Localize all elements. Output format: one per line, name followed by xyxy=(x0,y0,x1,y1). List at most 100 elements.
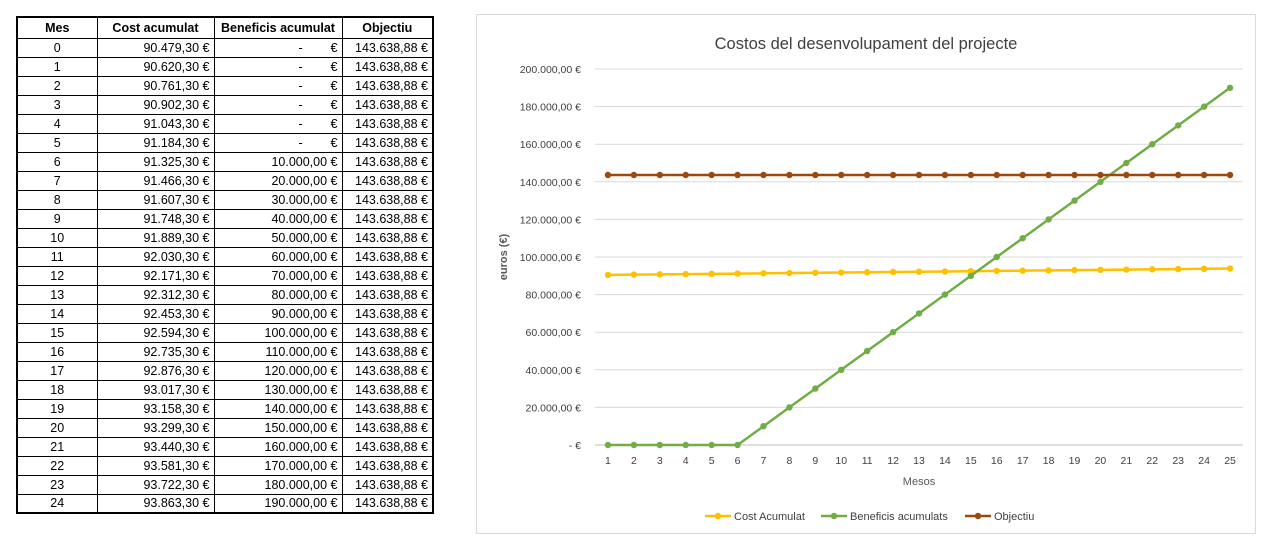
cell-beneficis-acumulat: 170.000,00 € xyxy=(213,455,343,476)
x-tick-label: 22 xyxy=(1146,455,1158,467)
data-point xyxy=(760,423,767,430)
cell-mes: 23 xyxy=(16,474,98,495)
cell-beneficis-acumulat: - € xyxy=(213,94,343,115)
data-point xyxy=(708,270,715,278)
data-point xyxy=(967,171,975,179)
cell-cost-acumulat: 92.171,30 € xyxy=(96,265,215,286)
data-point xyxy=(734,171,741,179)
cell-cost-acumulat: 91.184,30 € xyxy=(96,132,215,153)
cell-mes: 20 xyxy=(16,417,98,438)
cell-cost-acumulat: 91.607,30 € xyxy=(96,189,215,210)
data-point xyxy=(1200,265,1208,273)
table-row: 13 92.312,30 €80.000,00 €143.638,88 € xyxy=(16,284,434,305)
cell-mes: 8 xyxy=(16,189,98,210)
chart-area: Costos del desenvolupament del projecte … xyxy=(476,14,1256,534)
data-point xyxy=(1071,171,1078,179)
cell-cost-acumulat: 93.722,30 € xyxy=(96,474,215,495)
data-point xyxy=(967,272,975,279)
data-point xyxy=(708,441,715,449)
y-tick-label: 120.000,00 € xyxy=(520,214,581,226)
table-row: 10 91.889,30 €50.000,00 €143.638,88 € xyxy=(16,227,434,248)
euro-symbol: € xyxy=(330,78,338,93)
cell-mes: 3 xyxy=(16,94,98,115)
data-point xyxy=(734,441,741,449)
data-point xyxy=(656,271,663,278)
y-tick-label: - € xyxy=(569,440,581,452)
y-tick-label: 140.000,00 € xyxy=(520,177,581,189)
data-point xyxy=(604,441,612,449)
cell-cost-acumulat: 93.581,30 € xyxy=(96,455,215,476)
cell-objectiu: 143.638,88 € xyxy=(341,493,434,514)
data-point xyxy=(1226,265,1234,272)
cell-objectiu: 143.638,88 € xyxy=(341,417,434,438)
cell-objectiu: 143.638,88 € xyxy=(341,398,434,419)
series-beneficis-acumulats xyxy=(604,84,1234,449)
data-point xyxy=(838,366,845,373)
cell-mes: 21 xyxy=(16,436,98,457)
series-lines xyxy=(604,84,1234,449)
x-tick-label: 24 xyxy=(1198,455,1210,467)
cell-mes: 7 xyxy=(16,170,98,191)
x-tick-label: 19 xyxy=(1069,455,1081,467)
euro-symbol: € xyxy=(330,116,338,131)
cell-cost-acumulat: 91.889,30 € xyxy=(96,227,215,248)
x-tick-label: 2 xyxy=(631,455,637,467)
table-row: 4 91.043,30 € - €143.638,88 € xyxy=(16,113,434,134)
x-tick-label: 7 xyxy=(761,455,767,467)
cell-beneficis-acumulat: 60.000,00 € xyxy=(213,246,343,267)
cell-objectiu: 143.638,88 € xyxy=(341,474,434,495)
cell-beneficis-acumulat: 40.000,00 € xyxy=(213,208,343,229)
dash-placeholder: - xyxy=(298,59,303,74)
x-tick-label: 5 xyxy=(709,455,715,467)
cell-beneficis-acumulat: 50.000,00 € xyxy=(213,227,343,248)
cell-objectiu: 143.638,88 € xyxy=(341,379,434,400)
data-point xyxy=(1123,266,1130,273)
cell-objectiu: 143.638,88 € xyxy=(341,227,434,248)
cell-cost-acumulat: 91.466,30 € xyxy=(96,170,215,191)
data-point xyxy=(915,171,923,179)
data-point xyxy=(889,329,897,336)
data-table-container: Mes Cost acumulat Beneficis acumulat Obj… xyxy=(16,16,434,514)
data-point xyxy=(863,269,871,276)
cell-beneficis-acumulat: 10.000,00 € xyxy=(213,151,343,172)
cell-beneficis-acumulat: 20.000,00 € xyxy=(213,170,343,191)
data-point xyxy=(1226,84,1234,92)
y-tick-label: 20.000,00 € xyxy=(526,402,582,414)
y-axis-title: euros (€) xyxy=(498,233,510,280)
cell-mes: 11 xyxy=(16,246,98,267)
x-tick-label: 15 xyxy=(965,455,977,467)
cell-cost-acumulat: 92.735,30 € xyxy=(96,341,215,362)
cell-mes: 10 xyxy=(16,227,98,248)
cell-objectiu: 143.638,88 € xyxy=(341,170,434,191)
x-tick-label: 6 xyxy=(735,455,741,467)
cell-objectiu: 143.638,88 € xyxy=(341,303,434,324)
x-tick-label: 18 xyxy=(1043,455,1055,467)
cell-cost-acumulat: 90.479,30 € xyxy=(96,37,215,58)
cell-mes: 19 xyxy=(16,398,98,419)
data-point xyxy=(630,171,638,179)
data-point xyxy=(915,310,923,317)
data-point xyxy=(1071,197,1078,204)
cell-cost-acumulat: 91.043,30 € xyxy=(96,113,215,134)
data-point xyxy=(786,269,793,277)
cell-beneficis-acumulat: 120.000,00 € xyxy=(213,360,343,381)
cell-beneficis-acumulat: 100.000,00 € xyxy=(213,322,343,343)
data-point xyxy=(812,269,819,276)
cell-beneficis-acumulat: 90.000,00 € xyxy=(213,303,343,324)
cell-mes: 2 xyxy=(16,75,98,96)
table-row: 24 93.863,30 €190.000,00 €143.638,88 € xyxy=(16,493,434,514)
dash-placeholder: - xyxy=(298,40,303,55)
table-row: 12 92.171,30 €70.000,00 €143.638,88 € xyxy=(16,265,434,286)
data-point xyxy=(786,171,793,179)
header-mes: Mes xyxy=(16,16,98,39)
legend-item-objectiu: Objectiu xyxy=(965,511,1034,523)
data-point xyxy=(941,268,949,275)
dash-placeholder: - xyxy=(298,78,303,93)
dash-placeholder: - xyxy=(298,116,303,131)
cell-mes: 18 xyxy=(16,379,98,400)
data-point xyxy=(760,270,767,277)
cell-cost-acumulat: 93.299,30 € xyxy=(96,417,215,438)
x-tick-label: 21 xyxy=(1121,455,1133,467)
data-point xyxy=(1149,141,1156,148)
legend-item-beneficis-acumulats: Beneficis acumulats xyxy=(821,511,948,523)
